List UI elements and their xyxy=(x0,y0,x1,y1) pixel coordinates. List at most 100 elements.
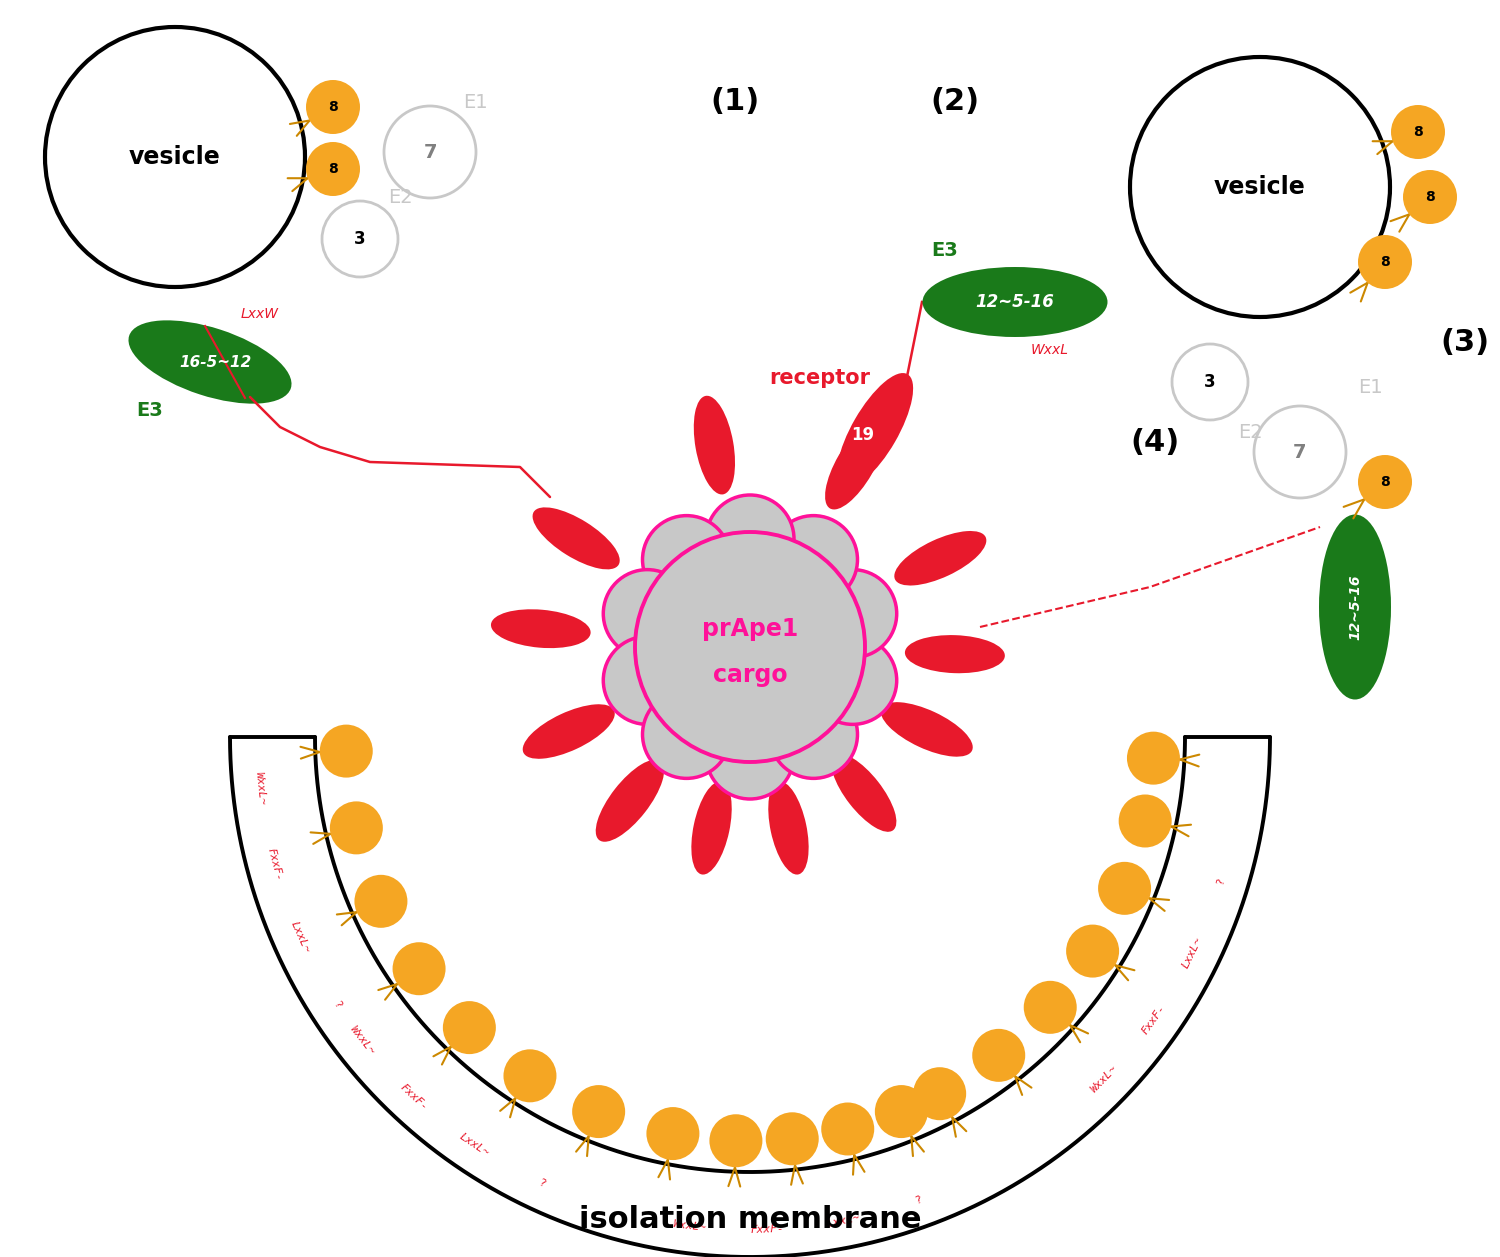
Circle shape xyxy=(384,106,476,199)
Text: E3: E3 xyxy=(932,240,958,259)
Circle shape xyxy=(706,495,794,583)
Circle shape xyxy=(1358,235,1411,289)
Text: WxxL~: WxxL~ xyxy=(254,772,267,806)
Circle shape xyxy=(1098,862,1150,915)
Circle shape xyxy=(354,875,408,928)
Text: LxxL~: LxxL~ xyxy=(1180,935,1204,970)
Circle shape xyxy=(770,690,858,778)
Text: ?: ? xyxy=(1215,876,1227,886)
Circle shape xyxy=(874,1085,928,1138)
Circle shape xyxy=(1023,980,1077,1033)
Ellipse shape xyxy=(1318,514,1390,699)
Polygon shape xyxy=(230,737,1270,1257)
Text: 12~5-16: 12~5-16 xyxy=(975,293,1054,310)
Ellipse shape xyxy=(522,704,615,759)
Text: 7: 7 xyxy=(423,142,436,161)
Circle shape xyxy=(765,1112,819,1165)
Text: LxxL~: LxxL~ xyxy=(827,1212,861,1228)
Ellipse shape xyxy=(880,703,974,757)
Circle shape xyxy=(914,1067,966,1120)
Circle shape xyxy=(972,1029,1024,1082)
Circle shape xyxy=(393,943,445,996)
Text: 3: 3 xyxy=(354,230,366,248)
Circle shape xyxy=(306,80,360,134)
Circle shape xyxy=(642,690,730,778)
Ellipse shape xyxy=(532,508,620,569)
Ellipse shape xyxy=(596,759,664,842)
Ellipse shape xyxy=(694,396,735,494)
Circle shape xyxy=(808,636,897,724)
Text: FxxF-: FxxF- xyxy=(399,1082,430,1112)
Circle shape xyxy=(1390,106,1444,158)
Circle shape xyxy=(642,515,730,603)
Text: 8: 8 xyxy=(328,162,338,176)
Text: (1): (1) xyxy=(711,88,759,117)
Text: (2): (2) xyxy=(930,88,980,117)
Circle shape xyxy=(821,1102,874,1155)
Circle shape xyxy=(1119,794,1172,847)
Text: LxxW: LxxW xyxy=(242,307,279,321)
Text: 8: 8 xyxy=(328,101,338,114)
Text: (3): (3) xyxy=(1440,328,1490,357)
Text: 8: 8 xyxy=(1380,255,1390,269)
Circle shape xyxy=(1066,925,1119,978)
Text: WxxL~: WxxL~ xyxy=(348,1024,376,1057)
Circle shape xyxy=(1172,344,1248,420)
Text: LxxL~: LxxL~ xyxy=(288,920,312,955)
Text: FxxF-: FxxF- xyxy=(1140,1003,1167,1036)
Circle shape xyxy=(1254,406,1346,498)
Text: prApe1: prApe1 xyxy=(702,617,798,641)
Circle shape xyxy=(504,1050,556,1102)
Circle shape xyxy=(1130,57,1390,317)
Text: isolation membrane: isolation membrane xyxy=(579,1204,921,1233)
Text: 12~5-16: 12~5-16 xyxy=(1348,574,1362,640)
Circle shape xyxy=(770,515,858,603)
Ellipse shape xyxy=(922,266,1107,337)
Text: 8: 8 xyxy=(1380,475,1390,489)
Text: 8: 8 xyxy=(1413,124,1424,140)
Circle shape xyxy=(306,142,360,196)
Circle shape xyxy=(322,201,398,277)
Text: WxxL~: WxxL~ xyxy=(1089,1063,1119,1095)
Circle shape xyxy=(442,1001,497,1055)
Text: ?: ? xyxy=(537,1178,548,1189)
Text: E3: E3 xyxy=(136,401,164,420)
Ellipse shape xyxy=(692,782,732,875)
Circle shape xyxy=(1358,455,1411,509)
Circle shape xyxy=(1402,170,1456,224)
Circle shape xyxy=(45,26,304,287)
Text: WxxL~: WxxL~ xyxy=(672,1219,708,1233)
Text: E1: E1 xyxy=(462,93,488,112)
Ellipse shape xyxy=(894,530,987,586)
Text: vesicle: vesicle xyxy=(129,145,220,168)
Text: 8: 8 xyxy=(1425,190,1436,204)
Text: ?: ? xyxy=(914,1194,924,1205)
Circle shape xyxy=(634,532,866,762)
Text: cargo: cargo xyxy=(712,662,788,688)
Circle shape xyxy=(808,569,897,657)
Text: ?: ? xyxy=(332,999,344,1011)
Text: FxxF-: FxxF- xyxy=(266,847,284,882)
Ellipse shape xyxy=(904,635,1005,674)
Text: receptor: receptor xyxy=(770,368,870,388)
Ellipse shape xyxy=(768,782,808,875)
Text: vesicle: vesicle xyxy=(1214,175,1306,199)
Circle shape xyxy=(320,724,372,778)
Text: E1: E1 xyxy=(1358,377,1383,396)
Text: 16-5~12: 16-5~12 xyxy=(178,354,251,370)
Circle shape xyxy=(603,636,692,724)
Ellipse shape xyxy=(831,754,897,832)
Text: LxxL~: LxxL~ xyxy=(458,1131,492,1159)
Text: 3: 3 xyxy=(1204,373,1216,391)
Text: FxxF-: FxxF- xyxy=(750,1223,784,1234)
Ellipse shape xyxy=(825,421,885,509)
Circle shape xyxy=(603,569,692,657)
Circle shape xyxy=(710,1114,762,1168)
Text: 7: 7 xyxy=(1293,442,1306,461)
Circle shape xyxy=(330,802,382,855)
Ellipse shape xyxy=(837,373,914,488)
Ellipse shape xyxy=(490,610,591,649)
Circle shape xyxy=(706,711,794,799)
Circle shape xyxy=(646,1107,699,1160)
Circle shape xyxy=(572,1085,626,1138)
